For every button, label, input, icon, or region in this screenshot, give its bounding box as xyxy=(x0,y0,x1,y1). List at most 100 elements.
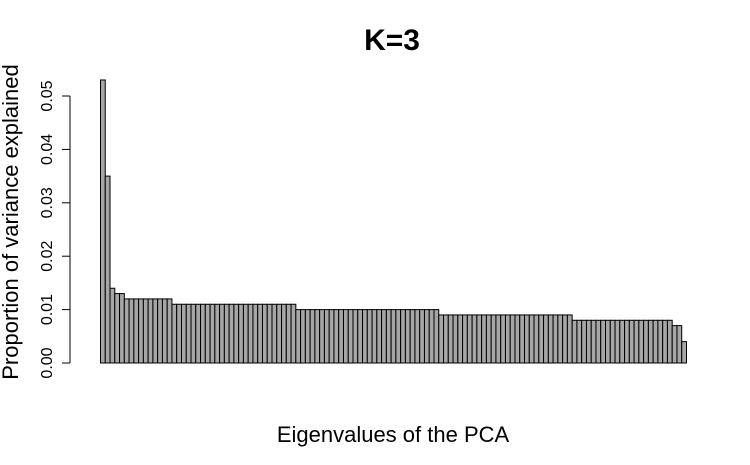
bar xyxy=(585,319,592,364)
bar xyxy=(452,314,459,364)
bar xyxy=(119,293,125,364)
bar xyxy=(223,303,230,364)
y-tick-label: 0.00 xyxy=(39,347,56,378)
bar xyxy=(271,303,278,364)
bar xyxy=(362,309,368,364)
bar xyxy=(652,319,659,364)
bar xyxy=(233,303,240,364)
bar xyxy=(628,319,635,364)
bar xyxy=(100,79,106,364)
bar xyxy=(104,175,111,364)
bar xyxy=(395,309,402,364)
bar xyxy=(547,314,554,364)
bar xyxy=(204,303,211,364)
bar xyxy=(538,314,545,364)
bar xyxy=(152,298,159,364)
bar xyxy=(614,319,621,364)
bar xyxy=(571,319,578,364)
bar xyxy=(328,309,335,364)
bar xyxy=(485,314,492,364)
bar xyxy=(352,309,359,364)
bar xyxy=(657,319,664,364)
bar xyxy=(419,309,425,364)
bar xyxy=(681,341,687,364)
bar xyxy=(466,314,473,364)
bar xyxy=(481,314,487,364)
bar xyxy=(557,314,564,364)
bar xyxy=(261,303,268,364)
bar xyxy=(581,319,587,364)
x-axis-label: Eigenvalues of the PCA xyxy=(277,422,510,447)
bar xyxy=(166,298,173,364)
bar xyxy=(357,309,364,364)
bar xyxy=(347,309,354,364)
bar xyxy=(147,298,154,364)
bar xyxy=(590,319,597,364)
bar xyxy=(200,303,206,364)
bar xyxy=(433,309,440,364)
bar xyxy=(533,314,540,364)
bar xyxy=(671,325,678,364)
bar xyxy=(290,303,297,364)
bar xyxy=(171,303,178,364)
bar xyxy=(161,298,168,364)
bar xyxy=(423,309,430,364)
bar xyxy=(266,303,273,364)
bar xyxy=(471,314,478,364)
bar xyxy=(109,287,116,364)
bar xyxy=(462,314,468,364)
bar xyxy=(300,309,306,364)
bar xyxy=(543,314,549,364)
bar xyxy=(633,319,640,364)
bar xyxy=(385,309,392,364)
bar xyxy=(304,309,311,364)
bar xyxy=(576,319,583,364)
bar xyxy=(138,298,144,364)
bar xyxy=(524,314,530,364)
bar xyxy=(228,303,235,364)
bar xyxy=(509,314,516,364)
bar xyxy=(371,309,378,364)
bar xyxy=(342,309,349,364)
bar xyxy=(409,309,416,364)
bar xyxy=(457,314,464,364)
bar xyxy=(638,319,645,364)
bar xyxy=(238,303,244,364)
bar xyxy=(404,309,411,364)
bar xyxy=(309,309,316,364)
bar xyxy=(128,298,135,364)
bar xyxy=(247,303,254,364)
bar xyxy=(319,309,325,364)
bar xyxy=(157,298,163,364)
bar xyxy=(562,314,568,364)
bar xyxy=(209,303,216,364)
bar xyxy=(595,319,602,364)
bar xyxy=(447,314,454,364)
bar xyxy=(381,309,387,364)
bar xyxy=(338,309,344,364)
bar xyxy=(252,303,259,364)
y-axis-label: Proportion of variance explained xyxy=(0,64,23,380)
bar xyxy=(242,303,249,364)
bar xyxy=(676,325,683,364)
y-tick-label: 0.01 xyxy=(39,294,56,325)
bar xyxy=(390,309,397,364)
bar xyxy=(133,298,140,364)
y-tick-label: 0.04 xyxy=(39,134,56,165)
bar xyxy=(619,319,626,364)
bar xyxy=(600,319,606,364)
bar xyxy=(276,303,283,364)
bar xyxy=(180,303,187,364)
bar xyxy=(400,309,406,364)
bar xyxy=(366,309,373,364)
bar xyxy=(528,314,535,364)
bar xyxy=(476,314,483,364)
bar xyxy=(428,309,435,364)
bar xyxy=(142,298,149,364)
bar xyxy=(438,314,445,364)
bar xyxy=(123,298,130,364)
bar xyxy=(605,319,611,364)
bar xyxy=(190,303,197,364)
bar xyxy=(176,303,182,364)
